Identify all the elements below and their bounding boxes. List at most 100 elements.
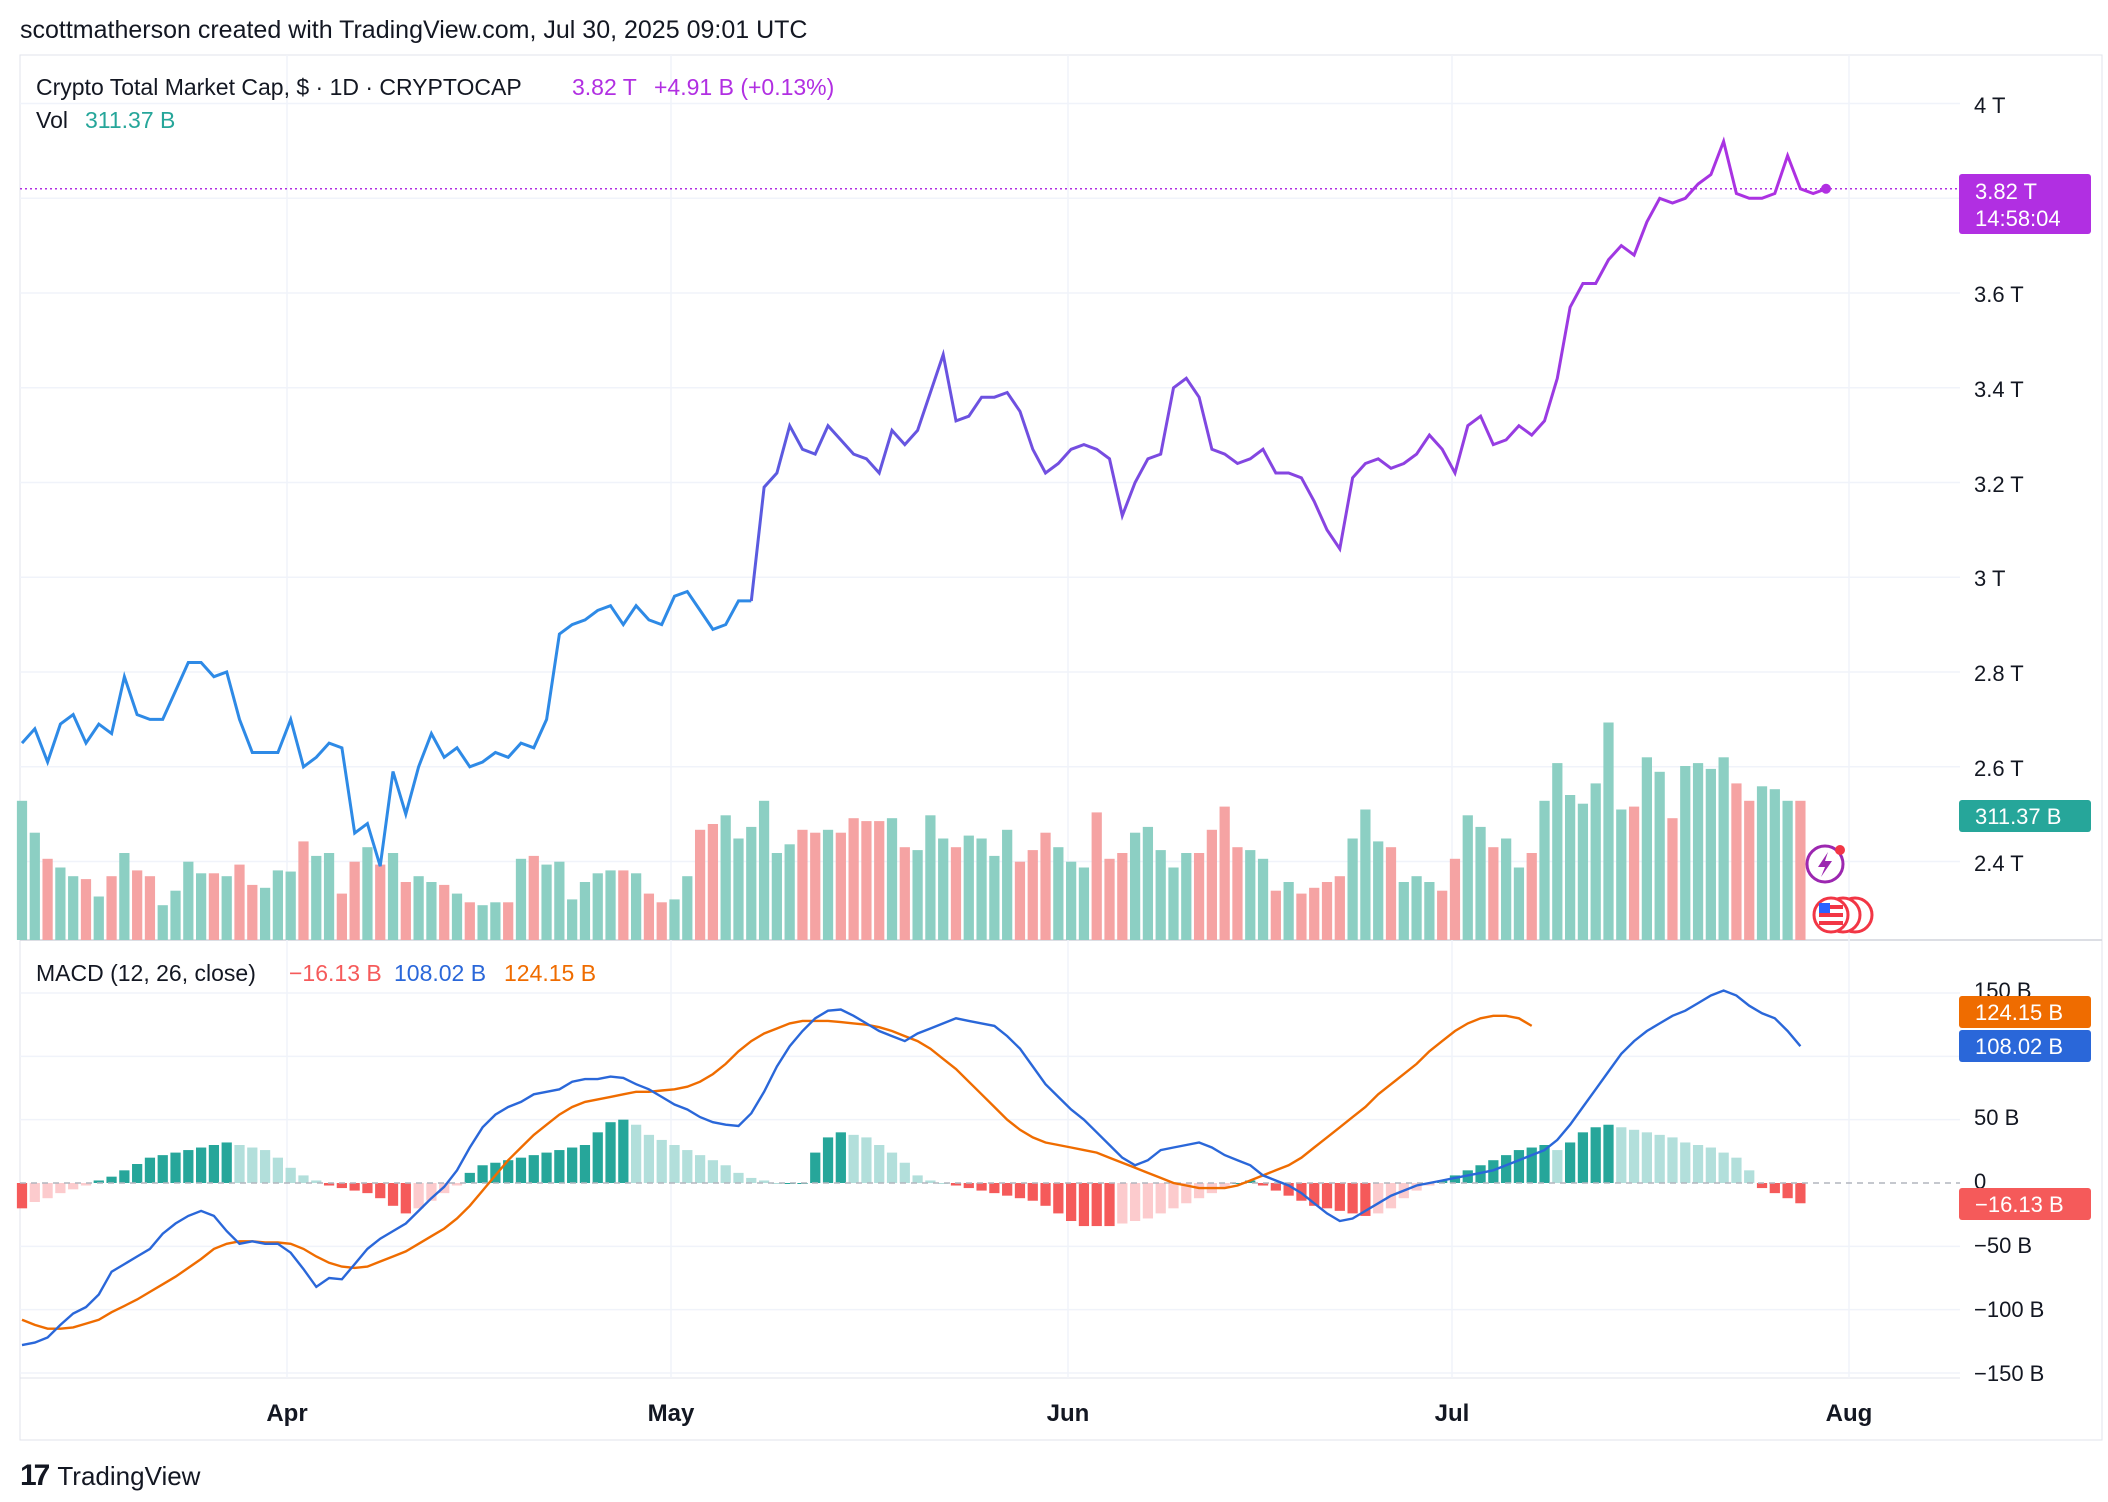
signal-badge-value: 124.15 B	[1975, 1000, 2063, 1025]
macd-histogram-bar	[618, 1119, 629, 1183]
macd-histogram-bar	[285, 1167, 296, 1183]
histogram-badge-value: −16.13 B	[1975, 1192, 2064, 1217]
volume-bar	[323, 853, 335, 940]
volume-bar	[912, 850, 923, 940]
volume-bar	[1501, 838, 1512, 940]
volume-bar	[259, 887, 271, 940]
macd-histogram-bar	[68, 1183, 79, 1190]
macd-histogram-bar	[93, 1180, 104, 1183]
time-tick: Jul	[1435, 1400, 1470, 1427]
volume-bar	[1219, 806, 1230, 940]
macd-histogram-bar	[1040, 1183, 1051, 1206]
price-axis[interactable]: 4 T 3.6 T 3.4 T 3.2 T 3 T 2.8 T 2.6 T 2.…	[1974, 93, 2024, 876]
volume-bar	[1437, 890, 1448, 940]
macd-histogram-bar	[1219, 1183, 1230, 1189]
volume-bar	[1398, 882, 1409, 940]
macd-histogram-bar	[80, 1183, 92, 1186]
macd-histogram-bar	[1577, 1132, 1589, 1183]
volume-bar	[656, 902, 667, 940]
macd-histogram-bar	[1142, 1183, 1154, 1219]
volume-bar	[579, 882, 591, 940]
volume-badge-value: 311.37 B	[1975, 804, 2061, 829]
macd-histogram-bar	[323, 1183, 335, 1186]
tradingview-logo[interactable]: 17 TradingView	[20, 1458, 200, 1494]
volume-bar	[1475, 826, 1486, 940]
macd-histogram-bar	[119, 1170, 130, 1183]
macd-histogram-bar	[1424, 1183, 1435, 1186]
legend-last-price: 3.82 T	[572, 74, 637, 100]
macd-histogram-bar	[132, 1163, 143, 1183]
macd-histogram-bar	[503, 1160, 514, 1183]
macd-histogram-bar	[1628, 1129, 1640, 1183]
macd-legend-histogram: −16.13 B	[289, 960, 382, 986]
lightning-event-icon[interactable]	[1805, 844, 1845, 884]
volume-bar	[886, 818, 898, 940]
macd-histogram-bar	[170, 1152, 181, 1183]
volume-bar	[989, 855, 1000, 940]
volume-bar	[605, 870, 616, 940]
macd-histogram-bar	[1321, 1183, 1333, 1209]
macd-histogram-bar	[1475, 1165, 1486, 1183]
volume-bar	[477, 905, 488, 940]
volume-bar	[720, 815, 731, 940]
volume-bar	[1641, 757, 1652, 940]
macd-histogram-bar	[1782, 1183, 1793, 1199]
macd-histogram-bar	[259, 1150, 271, 1183]
time-axis[interactable]: Apr May Jun Jul Aug	[266, 1400, 1872, 1427]
volume-bar	[1552, 763, 1563, 940]
macd-histogram-bar	[1705, 1147, 1716, 1183]
volume-bar	[503, 902, 514, 940]
macd-histogram-bar	[477, 1165, 488, 1183]
macd-histogram-bar	[29, 1183, 40, 1203]
macd-histogram-bar	[1168, 1183, 1179, 1209]
legend-symbol[interactable]: Crypto Total Market Cap, $ · 1D · CRYPTO…	[36, 74, 522, 100]
tradingview-logo-icon: 17	[20, 1459, 50, 1492]
volume-bar	[42, 858, 53, 940]
price-tick: 3 T	[1974, 566, 2005, 591]
volume-bar	[1769, 789, 1780, 940]
volume-bar	[362, 847, 373, 940]
volume-bar	[1411, 876, 1422, 940]
macd-histogram-bar	[1360, 1183, 1371, 1216]
macd-histogram-bar	[1795, 1183, 1806, 1204]
macd-histogram-bar	[861, 1137, 872, 1183]
volume-bar	[797, 829, 808, 940]
time-tick: May	[648, 1400, 695, 1427]
macd-histogram-bar	[515, 1157, 527, 1183]
volume-bar	[1385, 847, 1397, 940]
volume-bar	[93, 896, 104, 940]
volume-bar	[1564, 795, 1576, 940]
price-tick: 2.4 T	[1974, 851, 2024, 876]
macd-histogram-bar	[938, 1183, 949, 1184]
volume-bar	[758, 800, 770, 940]
legend-volume-label[interactable]: Vol	[36, 107, 68, 133]
volume-badge	[1959, 800, 2091, 832]
volume-bar	[285, 871, 296, 940]
volume-bar	[976, 838, 987, 940]
volume-bar	[950, 847, 962, 940]
macd-histogram-bar	[1616, 1127, 1627, 1183]
macd-histogram-bar	[707, 1160, 719, 1183]
us-flag-event-icon[interactable]	[1812, 896, 1874, 934]
macd-histogram-bar	[1232, 1183, 1243, 1184]
volume-bar	[157, 905, 168, 940]
volume-bar	[1731, 783, 1742, 940]
macd-histogram-bar	[874, 1144, 885, 1183]
macd-tick: 0	[1974, 1169, 1986, 1194]
volume-histogram	[16, 722, 1806, 940]
macd-histogram-bar	[464, 1172, 475, 1183]
price-tick: 2.8 T	[1974, 661, 2024, 686]
macd-histogram-bar	[720, 1165, 731, 1183]
macd-legend-title[interactable]: MACD (12, 26, close)	[36, 960, 256, 986]
macd-histogram-bar	[758, 1180, 770, 1183]
macd-histogram-bar	[362, 1183, 373, 1194]
macd-histogram-bar	[631, 1124, 642, 1183]
price-tick: 3.2 T	[1974, 472, 2024, 497]
volume-bar	[1296, 893, 1307, 940]
volume-bar	[1129, 832, 1141, 940]
volume-bar	[1513, 867, 1525, 940]
macd-histogram-bar	[1091, 1183, 1102, 1227]
volume-bar	[234, 864, 245, 940]
macd-tick: −50 B	[1974, 1233, 2032, 1258]
